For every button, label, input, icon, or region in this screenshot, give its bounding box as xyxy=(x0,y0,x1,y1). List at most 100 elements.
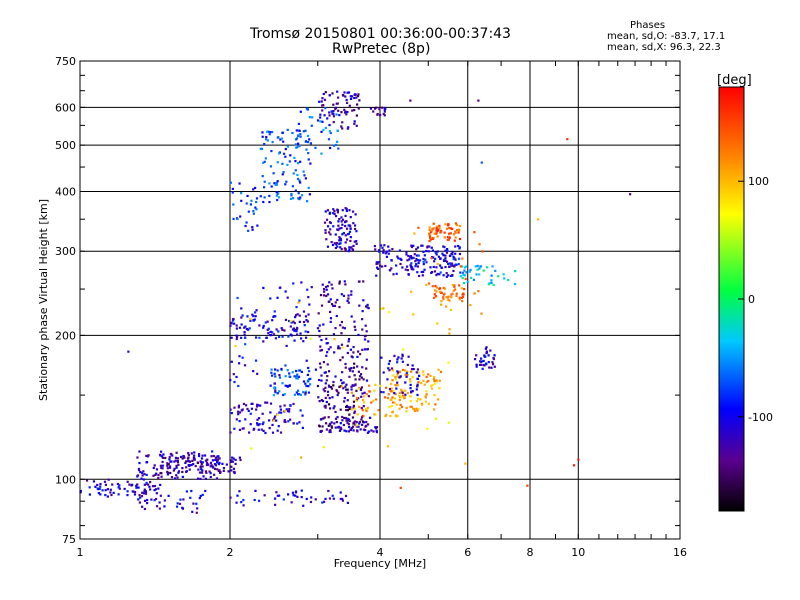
data-point xyxy=(490,281,493,284)
data-point xyxy=(363,395,366,398)
data-point xyxy=(362,405,365,408)
data-point xyxy=(351,109,354,112)
data-point xyxy=(417,274,421,278)
data-point xyxy=(427,379,430,383)
data-point xyxy=(320,429,323,433)
data-point xyxy=(351,416,355,419)
data-point xyxy=(372,110,375,113)
data-point xyxy=(177,463,180,466)
data-point xyxy=(489,349,492,352)
data-point xyxy=(318,425,321,428)
data-point xyxy=(409,99,412,102)
data-point xyxy=(270,371,273,374)
data-point xyxy=(433,394,436,397)
data-point xyxy=(193,451,196,454)
data-point xyxy=(250,199,253,202)
data-point xyxy=(452,257,455,261)
data-point xyxy=(132,490,135,493)
data-point xyxy=(436,272,439,276)
data-point xyxy=(331,112,334,115)
data-point xyxy=(416,397,420,400)
data-point xyxy=(278,390,281,393)
data-point xyxy=(414,265,417,268)
data-point xyxy=(196,477,200,480)
data-point xyxy=(373,389,376,392)
data-point xyxy=(406,363,409,367)
data-point xyxy=(198,471,202,474)
data-point xyxy=(328,422,332,425)
data-point xyxy=(241,314,244,317)
data-point xyxy=(365,407,368,411)
data-point xyxy=(440,229,443,232)
data-point xyxy=(273,182,276,185)
data-point xyxy=(334,214,338,218)
data-point xyxy=(333,405,336,408)
data-point xyxy=(288,372,291,375)
data-point xyxy=(333,422,336,425)
data-point xyxy=(445,296,448,299)
data-point xyxy=(340,427,343,431)
data-point xyxy=(321,501,324,504)
data-point xyxy=(420,403,424,406)
data-point xyxy=(240,323,243,326)
data-point xyxy=(324,371,327,374)
data-point xyxy=(409,405,412,408)
data-point xyxy=(448,299,451,302)
data-point xyxy=(464,277,467,280)
data-point xyxy=(454,252,457,255)
data-point xyxy=(170,476,174,479)
data-point xyxy=(326,351,329,354)
data-point xyxy=(274,391,277,394)
data-point xyxy=(445,305,448,308)
data-point xyxy=(398,391,401,395)
data-point xyxy=(357,425,360,428)
data-point xyxy=(398,407,401,410)
data-point xyxy=(281,382,284,385)
data-point xyxy=(136,474,140,477)
data-point xyxy=(322,360,326,364)
data-point xyxy=(329,233,332,236)
data-point xyxy=(253,186,257,190)
data-point xyxy=(401,354,404,358)
data-point xyxy=(281,162,284,165)
data-point xyxy=(433,232,436,235)
data-point xyxy=(262,200,265,204)
data-point xyxy=(292,494,295,497)
data-point xyxy=(297,161,300,165)
data-point xyxy=(376,262,379,265)
data-point xyxy=(328,281,331,284)
data-point xyxy=(344,494,348,498)
data-point xyxy=(276,392,279,395)
data-point xyxy=(298,421,301,424)
data-point xyxy=(436,229,439,233)
data-point xyxy=(415,371,418,374)
data-point xyxy=(252,188,255,191)
data-point xyxy=(435,225,438,228)
data-point xyxy=(143,473,146,476)
data-point xyxy=(154,488,158,491)
data-point xyxy=(332,109,335,113)
data-point xyxy=(360,376,363,379)
data-point xyxy=(401,390,404,393)
data-point xyxy=(240,307,243,310)
data-point xyxy=(284,318,288,322)
data-point xyxy=(341,121,344,124)
data-point xyxy=(210,464,213,467)
data-point xyxy=(272,172,275,175)
data-point xyxy=(333,338,336,341)
data-point xyxy=(300,370,303,374)
data-point xyxy=(493,365,496,368)
data-point xyxy=(216,455,219,458)
data-point xyxy=(411,364,414,367)
data-point xyxy=(157,487,160,490)
data-point xyxy=(365,367,368,370)
data-point xyxy=(252,212,255,215)
data-point xyxy=(329,317,333,320)
data-point xyxy=(154,473,157,477)
data-point xyxy=(445,227,449,230)
data-point xyxy=(395,264,398,267)
data-point xyxy=(383,110,386,113)
data-point xyxy=(572,464,576,467)
data-point xyxy=(251,228,254,231)
data-point xyxy=(286,410,290,413)
